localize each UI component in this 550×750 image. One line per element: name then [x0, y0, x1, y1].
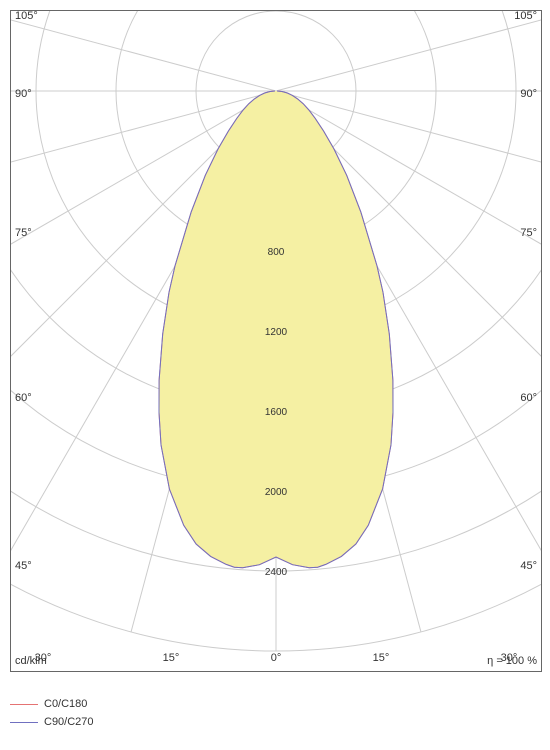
legend-item: C90/C270 — [10, 713, 94, 731]
legend-label: C90/C270 — [44, 716, 94, 728]
svg-text:1200: 1200 — [265, 327, 288, 338]
svg-text:1600: 1600 — [265, 407, 288, 418]
svg-text:105°: 105° — [514, 11, 537, 22]
svg-text:45°: 45° — [15, 560, 32, 572]
svg-text:45°: 45° — [520, 560, 537, 572]
svg-text:60°: 60° — [15, 392, 32, 404]
svg-text:0°: 0° — [271, 652, 282, 664]
svg-text:90°: 90° — [15, 88, 32, 100]
legend-item: C0/C180 — [10, 695, 94, 713]
svg-text:105°: 105° — [15, 11, 38, 22]
svg-text:800: 800 — [268, 247, 285, 258]
legend: C0/C180 C90/C270 — [10, 695, 94, 731]
unit-label: cd/klm — [15, 655, 47, 667]
legend-swatch — [10, 704, 38, 705]
legend-swatch — [10, 722, 38, 723]
svg-text:90°: 90° — [520, 88, 537, 100]
svg-text:15°: 15° — [373, 652, 390, 664]
polar-svg: 80012001600200024000°15°15°30°30°45°45°6… — [11, 11, 541, 671]
svg-text:75°: 75° — [520, 227, 537, 239]
svg-text:60°: 60° — [520, 392, 537, 404]
svg-text:75°: 75° — [15, 227, 32, 239]
svg-text:2000: 2000 — [265, 487, 288, 498]
polar-chart-container: 80012001600200024000°15°15°30°30°45°45°6… — [0, 0, 550, 750]
efficiency-label: η = 100 % — [487, 655, 537, 667]
legend-label: C0/C180 — [44, 698, 87, 710]
chart-area: 80012001600200024000°15°15°30°30°45°45°6… — [10, 10, 542, 672]
svg-text:15°: 15° — [163, 652, 180, 664]
svg-text:2400: 2400 — [265, 567, 288, 578]
